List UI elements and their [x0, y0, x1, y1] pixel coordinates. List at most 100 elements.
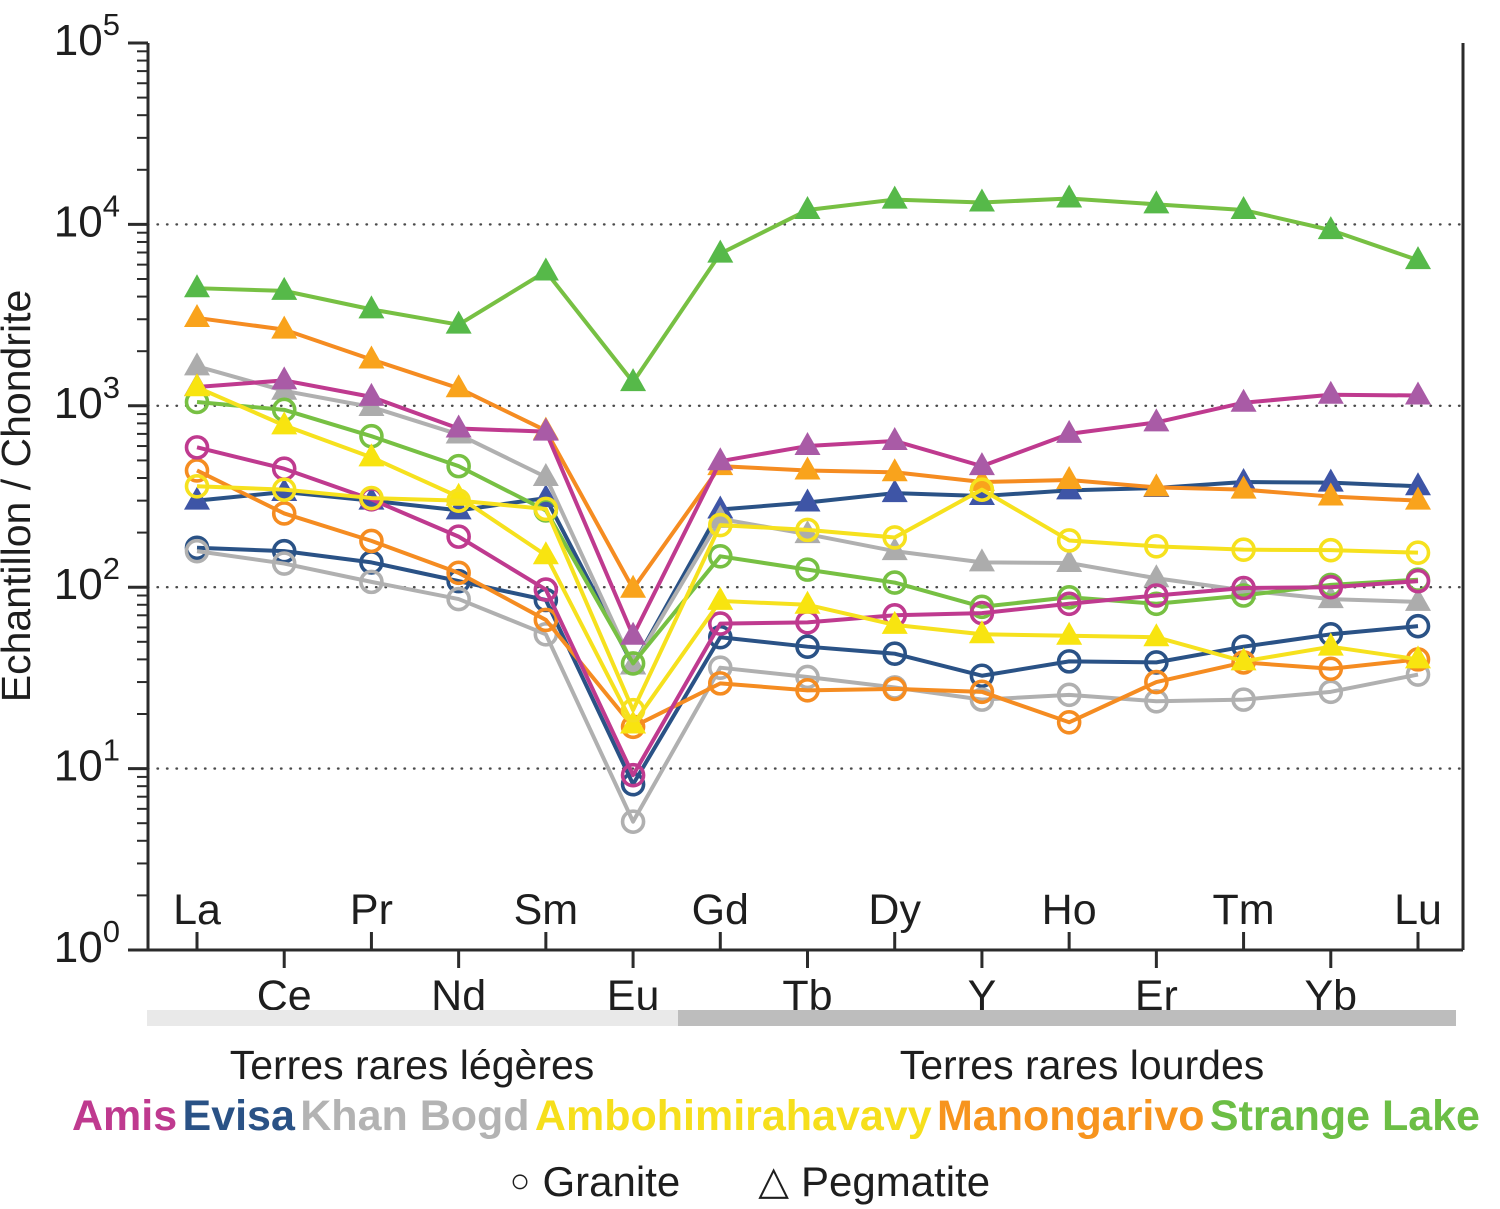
- point-evisa-granite-Ho: [1056, 649, 1082, 674]
- granite-label: Granite: [542, 1158, 681, 1205]
- point-strange-lake-pegmatite-Sm: [532, 257, 559, 281]
- point-amis-granite-Ho: [1056, 591, 1082, 617]
- point-amis-pegmatite-Gd: [707, 447, 734, 471]
- point-manongarivo-pegmatite-Ho: [1056, 465, 1083, 489]
- locality-legend: Amis Evisa Khan Bogd Ambohimirahavavy Manong…: [0, 1092, 1500, 1141]
- point-khan-bogd-pegmatite-Y: [968, 548, 995, 572]
- point-manongarivo-pegmatite-Pr: [358, 345, 385, 369]
- point-ambohimirahavavy-granite-Pr: [359, 485, 384, 511]
- point-manongarivo-pegmatite-Ce: [271, 315, 298, 339]
- point-evisa-granite-Tb: [795, 634, 820, 659]
- point-ambohimirahavavy-granite-Gd: [707, 512, 733, 538]
- point-ambohimirahavavy-granite-Eu: [620, 697, 646, 723]
- point-strange-lake-pegmatite-Ce: [271, 276, 298, 300]
- y-tick-label-1e1: 101: [54, 733, 120, 791]
- legend-item-evisa: Evisa: [182, 1092, 295, 1140]
- point-manongarivo-granite-Ce: [271, 501, 297, 526]
- point-strange-lake-granite-Er: [1144, 591, 1169, 617]
- series-strange-lake-pegmatite-line: [196, 196, 1419, 385]
- legend-item-amis: Amis: [72, 1092, 178, 1140]
- point-strange-lake-pegmatite-Tm: [1230, 196, 1257, 220]
- point-amis-pegmatite-Dy: [881, 426, 908, 450]
- point-evisa-pegmatite-Lu: [1405, 472, 1431, 496]
- legend-item-granite: ○ Granite: [510, 1158, 680, 1206]
- point-amis-granite-Tm: [1231, 575, 1256, 601]
- point-strange-lake-pegmatite-Lu: [1405, 246, 1431, 270]
- pegmatite-triangle-symbol: △: [758, 1159, 789, 1203]
- point-amis-pegmatite-Sm: [532, 417, 559, 441]
- series-manongarivo-granite-line: [196, 468, 1419, 729]
- legend-item-strange-lake: Strange Lake: [1209, 1092, 1480, 1140]
- x-tick-label-Lu: Lu: [1394, 886, 1442, 934]
- point-ambohimirahavavy-granite-Nd: [446, 488, 471, 513]
- point-amis-granite-Eu: [620, 762, 646, 788]
- series-ambohimirahavavy-granite-line: [196, 484, 1419, 713]
- point-amis-granite-La: [184, 435, 210, 460]
- point-amis-pegmatite-Lu: [1405, 381, 1431, 405]
- point-ambohimirahavavy-pegmatite-Tm: [1230, 647, 1257, 671]
- point-khan-bogd-pegmatite-Gd: [707, 504, 734, 528]
- point-ambohimirahavavy-granite-La: [184, 473, 210, 499]
- point-evisa-granite-Dy: [882, 641, 908, 666]
- point-khan-bogd-granite-Ho: [1056, 682, 1082, 708]
- point-evisa-pegmatite-Tb: [794, 488, 821, 512]
- point-evisa-granite-Y: [969, 663, 995, 689]
- data-series: [184, 184, 1431, 834]
- x-tick-label-Tm: Tm: [1213, 886, 1275, 934]
- point-ambohimirahavavy-pegmatite-Yb: [1317, 632, 1344, 656]
- point-manongarivo-granite-Gd: [707, 671, 733, 696]
- point-khan-bogd-pegmatite-Er: [1143, 564, 1170, 588]
- rock-type-legend: ○ Granite △ Pegmatite: [0, 1158, 1500, 1206]
- point-ambohimirahavavy-pegmatite-La: [184, 373, 210, 397]
- point-amis-granite-Gd: [707, 611, 733, 636]
- point-khan-bogd-pegmatite-Lu: [1405, 587, 1431, 611]
- x-tick-label-Pr: Pr: [350, 886, 393, 934]
- point-ambohimirahavavy-pegmatite-Pr: [358, 443, 385, 467]
- series-amis-granite-line: [196, 445, 1419, 778]
- point-ambohimirahavavy-granite-Tm: [1231, 537, 1256, 562]
- legend-item-manongarivo: Manongarivo: [936, 1092, 1205, 1140]
- x-tick-label-La: La: [173, 886, 221, 934]
- x-tick-label-Ho: Ho: [1042, 886, 1097, 934]
- point-khan-bogd-granite-Tb: [795, 664, 820, 690]
- point-ambohimirahavavy-pegmatite-Sm: [532, 541, 559, 565]
- point-ambohimirahavavy-granite-Ho: [1056, 528, 1082, 553]
- point-strange-lake-pegmatite-Tb: [794, 196, 821, 220]
- point-amis-pegmatite-Eu: [620, 621, 647, 645]
- point-ambohimirahavavy-pegmatite-Ho: [1056, 621, 1083, 645]
- point-manongarivo-pegmatite-Er: [1143, 473, 1170, 497]
- point-manongarivo-pegmatite-Yb: [1317, 482, 1344, 506]
- point-strange-lake-pegmatite-Eu: [620, 368, 647, 392]
- point-khan-bogd-granite-Yb: [1318, 679, 1344, 705]
- point-strange-lake-granite-Tm: [1231, 583, 1256, 608]
- point-amis-pegmatite-Er: [1143, 408, 1170, 432]
- point-strange-lake-granite-Dy: [882, 570, 908, 595]
- point-manongarivo-granite-Pr: [359, 528, 384, 554]
- series-khan-bogd-granite: [184, 538, 1431, 834]
- axes: [128, 41, 1465, 968]
- point-khan-bogd-granite-Gd: [707, 655, 733, 680]
- point-strange-lake-pegmatite-Gd: [707, 239, 734, 263]
- point-evisa-granite-Lu: [1405, 613, 1431, 639]
- heavy-ree-band-label: Terres rares lourdes: [900, 1042, 1265, 1088]
- legend-item-ambohimirahavavy: Ambohimirahavavy: [534, 1092, 932, 1140]
- point-khan-bogd-pegmatite-Ho: [1056, 548, 1083, 572]
- point-khan-bogd-granite-Ce: [271, 551, 297, 576]
- y-tick-label-1e5: 105: [54, 7, 120, 65]
- point-manongarivo-pegmatite-Tb: [794, 456, 821, 480]
- point-ambohimirahavavy-pegmatite-Tb: [794, 590, 821, 614]
- point-manongarivo-pegmatite-Nd: [445, 374, 472, 398]
- point-amis-granite-Nd: [446, 524, 471, 549]
- point-amis-pegmatite-Pr: [358, 382, 385, 406]
- y-tick-label-1e4: 104: [54, 188, 120, 246]
- x-tick-label-Sm: Sm: [514, 886, 579, 934]
- point-amis-pegmatite-Tb: [794, 432, 821, 456]
- point-evisa-pegmatite-Nd: [445, 496, 472, 520]
- series-strange-lake-granite-line: [196, 399, 1419, 666]
- y-tick-label-1e0: 100: [54, 914, 120, 972]
- point-amis-pegmatite-Ce: [271, 366, 298, 390]
- point-manongarivo-pegmatite-Tm: [1230, 475, 1257, 499]
- point-ambohimirahavavy-pegmatite-Ce: [271, 411, 298, 435]
- series-khan-bogd-granite-line: [196, 549, 1419, 824]
